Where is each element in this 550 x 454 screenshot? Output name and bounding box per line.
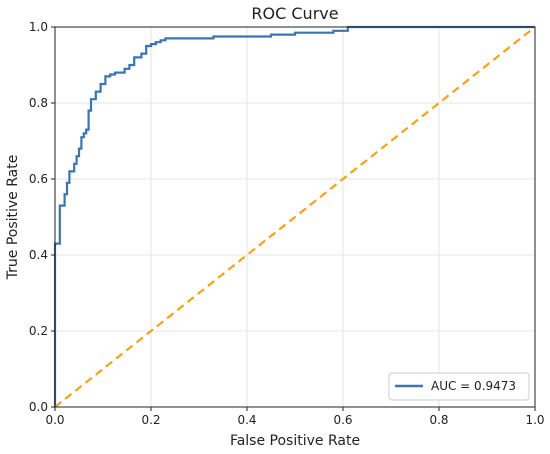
y-tick-label: 0.4 [29, 248, 48, 262]
x-tick-label: 0.4 [237, 413, 256, 427]
y-tick-label: 0.2 [29, 324, 48, 338]
x-tick-label: 0.8 [429, 413, 448, 427]
plot-frame [54, 26, 536, 408]
x-tick-label: 0.0 [45, 413, 64, 427]
y-tick-label: 0.8 [29, 96, 48, 110]
y-tick-label: 0.0 [29, 400, 48, 414]
roc-curve-line [53, 25, 535, 407]
y-axis-label: True Positive Rate [5, 155, 21, 281]
series-layer [53, 25, 536, 408]
legend-entry: AUC = 0.9473 [431, 379, 516, 393]
x-tick-label: 0.6 [333, 413, 352, 427]
x-tick-label: 1.0 [525, 413, 544, 427]
x-tick-label: 0.2 [141, 413, 160, 427]
ticks: 0.0 0.2 0.4 0.6 0.8 1.0 0.0 0.2 0.4 0.6 0.8 1.0 [29, 20, 545, 427]
chart-title: ROC Curve [251, 4, 338, 23]
legend: AUC = 0.9473 [388, 372, 530, 401]
baseline-diagonal-line [54, 26, 536, 408]
x-axis-label: False Positive Rate [230, 433, 360, 449]
y-tick-label: 1.0 [29, 20, 48, 34]
y-tick-label: 0.6 [29, 172, 48, 186]
legend-box [388, 372, 530, 401]
